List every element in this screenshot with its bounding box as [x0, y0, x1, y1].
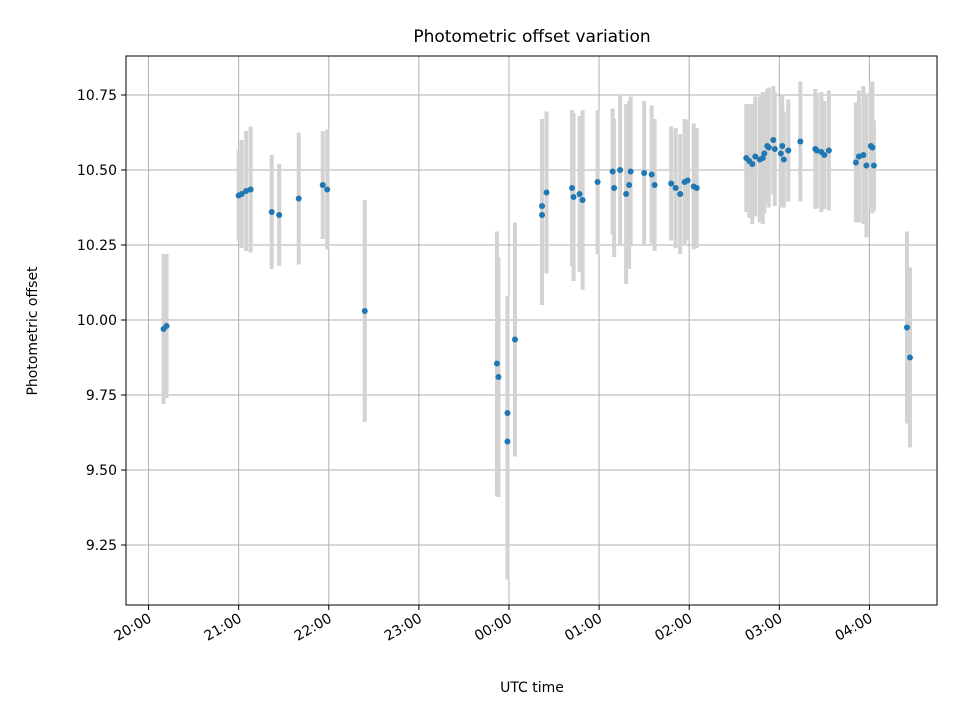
- data-point: [813, 147, 820, 154]
- x-axis-label: UTC time: [500, 680, 564, 696]
- data-point: [579, 197, 586, 203]
- data-point: [295, 195, 302, 202]
- data-point: [785, 147, 792, 154]
- data-point: [777, 150, 784, 157]
- data-point: [855, 153, 862, 160]
- data-point: [797, 138, 804, 145]
- data-point: [539, 212, 546, 218]
- data-point: [651, 182, 658, 188]
- y-tick-label: 10.50: [77, 163, 117, 179]
- data-point: [611, 185, 618, 191]
- data-point: [903, 324, 910, 331]
- data-point: [609, 168, 616, 175]
- data-point: [693, 185, 700, 191]
- data-point: [319, 182, 326, 188]
- data-point: [870, 162, 877, 169]
- data-point: [759, 155, 766, 161]
- data-point: [594, 179, 601, 185]
- data-point: [617, 167, 624, 173]
- y-tick-label: 10.00: [77, 313, 117, 329]
- data-point: [627, 168, 634, 175]
- plot-frame: [125, 55, 938, 606]
- y-tick-label: 9.50: [86, 463, 117, 479]
- data-point: [765, 144, 772, 151]
- data-point: [770, 137, 777, 143]
- x-tick-label: 00:00: [472, 611, 515, 645]
- data-point: [238, 191, 245, 197]
- data-point: [869, 144, 876, 151]
- data-point: [324, 186, 331, 193]
- data-point: [672, 185, 679, 191]
- data-point: [511, 336, 518, 343]
- data-point: [677, 191, 684, 197]
- y-tick-label: 10.25: [77, 238, 117, 254]
- data-point: [626, 182, 633, 188]
- x-tick-label: 20:00: [112, 611, 155, 645]
- data-point: [780, 156, 787, 163]
- data-point: [623, 191, 630, 197]
- chart-title: Photometric offset variation: [413, 27, 650, 47]
- data-point: [771, 146, 778, 152]
- data-point: [276, 212, 283, 218]
- data-points: [160, 137, 913, 445]
- data-point: [247, 186, 254, 193]
- data-point: [668, 180, 675, 187]
- data-point: [539, 203, 546, 209]
- x-tick-label: 22:00: [292, 611, 335, 645]
- x-axis-ticks: 20:00 21:00 22:00 23:00 00:00 01:00 02:00 03:00…: [112, 605, 875, 645]
- data-point: [570, 194, 577, 200]
- data-point: [648, 171, 655, 178]
- data-point: [504, 438, 511, 445]
- data-point: [752, 153, 759, 160]
- y-tick-label: 9.25: [86, 538, 117, 554]
- data-point: [504, 410, 511, 416]
- x-tick-label: 21:00: [202, 611, 245, 645]
- data-point: [684, 177, 691, 184]
- data-point: [761, 150, 768, 157]
- data-point: [268, 209, 275, 215]
- data-point: [361, 308, 368, 314]
- data-point: [543, 189, 550, 196]
- data-point: [906, 354, 913, 361]
- data-point: [860, 152, 867, 158]
- x-tick-label: 23:00: [382, 611, 425, 645]
- x-tick-label: 02:00: [652, 611, 695, 645]
- data-point: [852, 159, 859, 166]
- x-tick-label: 03:00: [742, 611, 785, 645]
- x-tick-label: 04:00: [832, 611, 875, 645]
- data-point: [641, 170, 648, 176]
- y-axis-label: Photometric offset: [25, 266, 41, 396]
- error-bars: [161, 81, 912, 580]
- y-axis-ticks: 9.25 9.50 9.75 10.00 10.25 10.50 10.75: [77, 88, 126, 554]
- data-point: [493, 360, 500, 367]
- y-tick-label: 9.75: [86, 388, 117, 404]
- data-point: [779, 143, 786, 149]
- data-point: [163, 323, 170, 329]
- x-tick-label: 01:00: [562, 611, 605, 645]
- data-point: [243, 188, 250, 194]
- data-point: [825, 147, 832, 154]
- data-point: [749, 161, 756, 167]
- data-point: [576, 191, 583, 197]
- data-point: [821, 152, 828, 158]
- y-tick-label: 10.75: [77, 88, 117, 104]
- data-point: [863, 162, 870, 169]
- data-point: [569, 185, 576, 191]
- data-point: [495, 374, 502, 380]
